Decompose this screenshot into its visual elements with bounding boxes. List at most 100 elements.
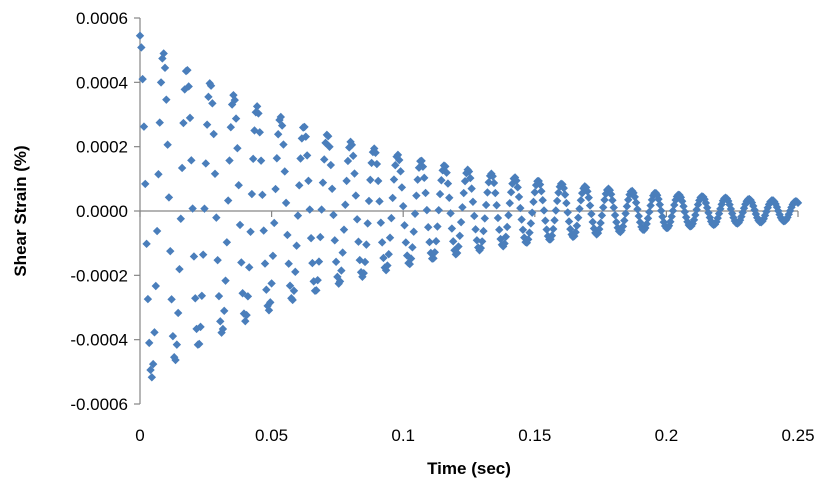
data-point <box>354 237 363 246</box>
data-point <box>212 213 221 222</box>
data-point <box>688 219 697 228</box>
data-point <box>735 215 745 225</box>
data-point <box>527 208 537 217</box>
data-point <box>387 213 396 223</box>
data-point <box>772 202 782 212</box>
data-point <box>245 263 254 272</box>
data-point <box>341 200 350 209</box>
data-point <box>676 193 686 202</box>
data-point <box>597 211 607 220</box>
data-point <box>471 225 480 234</box>
data-point <box>220 306 229 316</box>
data-point <box>541 216 550 225</box>
data-point <box>666 217 675 226</box>
data-point <box>588 217 597 227</box>
data-point <box>513 183 522 192</box>
data-point <box>254 109 263 118</box>
data-point <box>139 122 149 131</box>
data-point <box>248 154 258 164</box>
data-point <box>173 308 183 318</box>
data-point <box>292 241 301 250</box>
data-point <box>360 257 370 267</box>
data-point <box>383 261 392 270</box>
data-point <box>572 221 582 231</box>
data-point <box>455 231 464 241</box>
data-point <box>242 310 251 320</box>
data-point <box>279 140 288 149</box>
x-ticks: 0 0.05 0.1 0.15 0.2 0.25 <box>135 211 815 445</box>
data-point <box>348 151 358 161</box>
data-point <box>437 176 446 185</box>
data-point <box>763 203 772 212</box>
data-point <box>255 128 264 137</box>
x-tick-label: 0.1 <box>391 426 415 445</box>
data-point <box>339 225 349 234</box>
data-point <box>325 142 334 151</box>
data-point <box>505 198 514 208</box>
data-point <box>268 251 278 260</box>
data-point <box>620 216 629 225</box>
y-tick-label: -0.0002 <box>70 266 128 285</box>
data-point <box>264 306 274 315</box>
data-point <box>749 201 758 211</box>
data-point <box>512 176 521 185</box>
data-point <box>560 190 570 199</box>
data-point <box>525 228 534 237</box>
data-point <box>633 205 642 214</box>
data-point <box>301 132 311 141</box>
data-point <box>256 156 266 165</box>
data-point <box>634 211 643 221</box>
data-point <box>201 159 210 168</box>
data-point <box>642 219 651 229</box>
data-point <box>195 339 204 349</box>
data-point <box>330 236 339 245</box>
data-point <box>246 227 255 236</box>
data-point <box>410 209 420 218</box>
data-point <box>150 328 159 337</box>
data-point <box>146 365 155 375</box>
data-point <box>787 203 796 212</box>
data-point <box>510 173 520 182</box>
data-point <box>198 250 208 259</box>
data-point <box>281 198 291 208</box>
data-point <box>230 95 239 105</box>
data-point <box>751 209 761 219</box>
data-point <box>259 226 268 235</box>
data-point <box>295 181 304 190</box>
data-point <box>558 180 567 189</box>
data-point <box>508 179 517 188</box>
data-point <box>522 238 532 247</box>
data-point <box>434 205 443 215</box>
data-point <box>372 159 382 169</box>
data-point <box>305 205 314 214</box>
data-point <box>420 173 429 183</box>
data-point <box>575 204 584 213</box>
data-point <box>214 291 224 301</box>
data-point <box>454 242 463 251</box>
data-point <box>399 201 408 211</box>
data-point <box>546 235 555 244</box>
data-point <box>535 180 545 189</box>
data-point <box>159 49 168 58</box>
data-point <box>342 176 351 186</box>
data-point <box>323 132 333 141</box>
data-point <box>771 199 780 209</box>
data-point <box>609 203 618 212</box>
data-point <box>138 74 147 84</box>
data-point <box>516 203 525 213</box>
data-point <box>168 331 178 341</box>
data-point <box>679 202 688 211</box>
data-point <box>179 118 188 128</box>
data-point <box>184 82 193 91</box>
data-point <box>574 213 583 222</box>
data-point <box>337 266 346 275</box>
data-point <box>408 243 417 252</box>
data-point <box>417 156 426 166</box>
data-point <box>714 209 724 218</box>
data-point <box>331 257 341 267</box>
data-point <box>506 188 516 197</box>
data-point <box>468 197 478 207</box>
data-point <box>351 191 361 200</box>
data-point <box>135 31 145 40</box>
